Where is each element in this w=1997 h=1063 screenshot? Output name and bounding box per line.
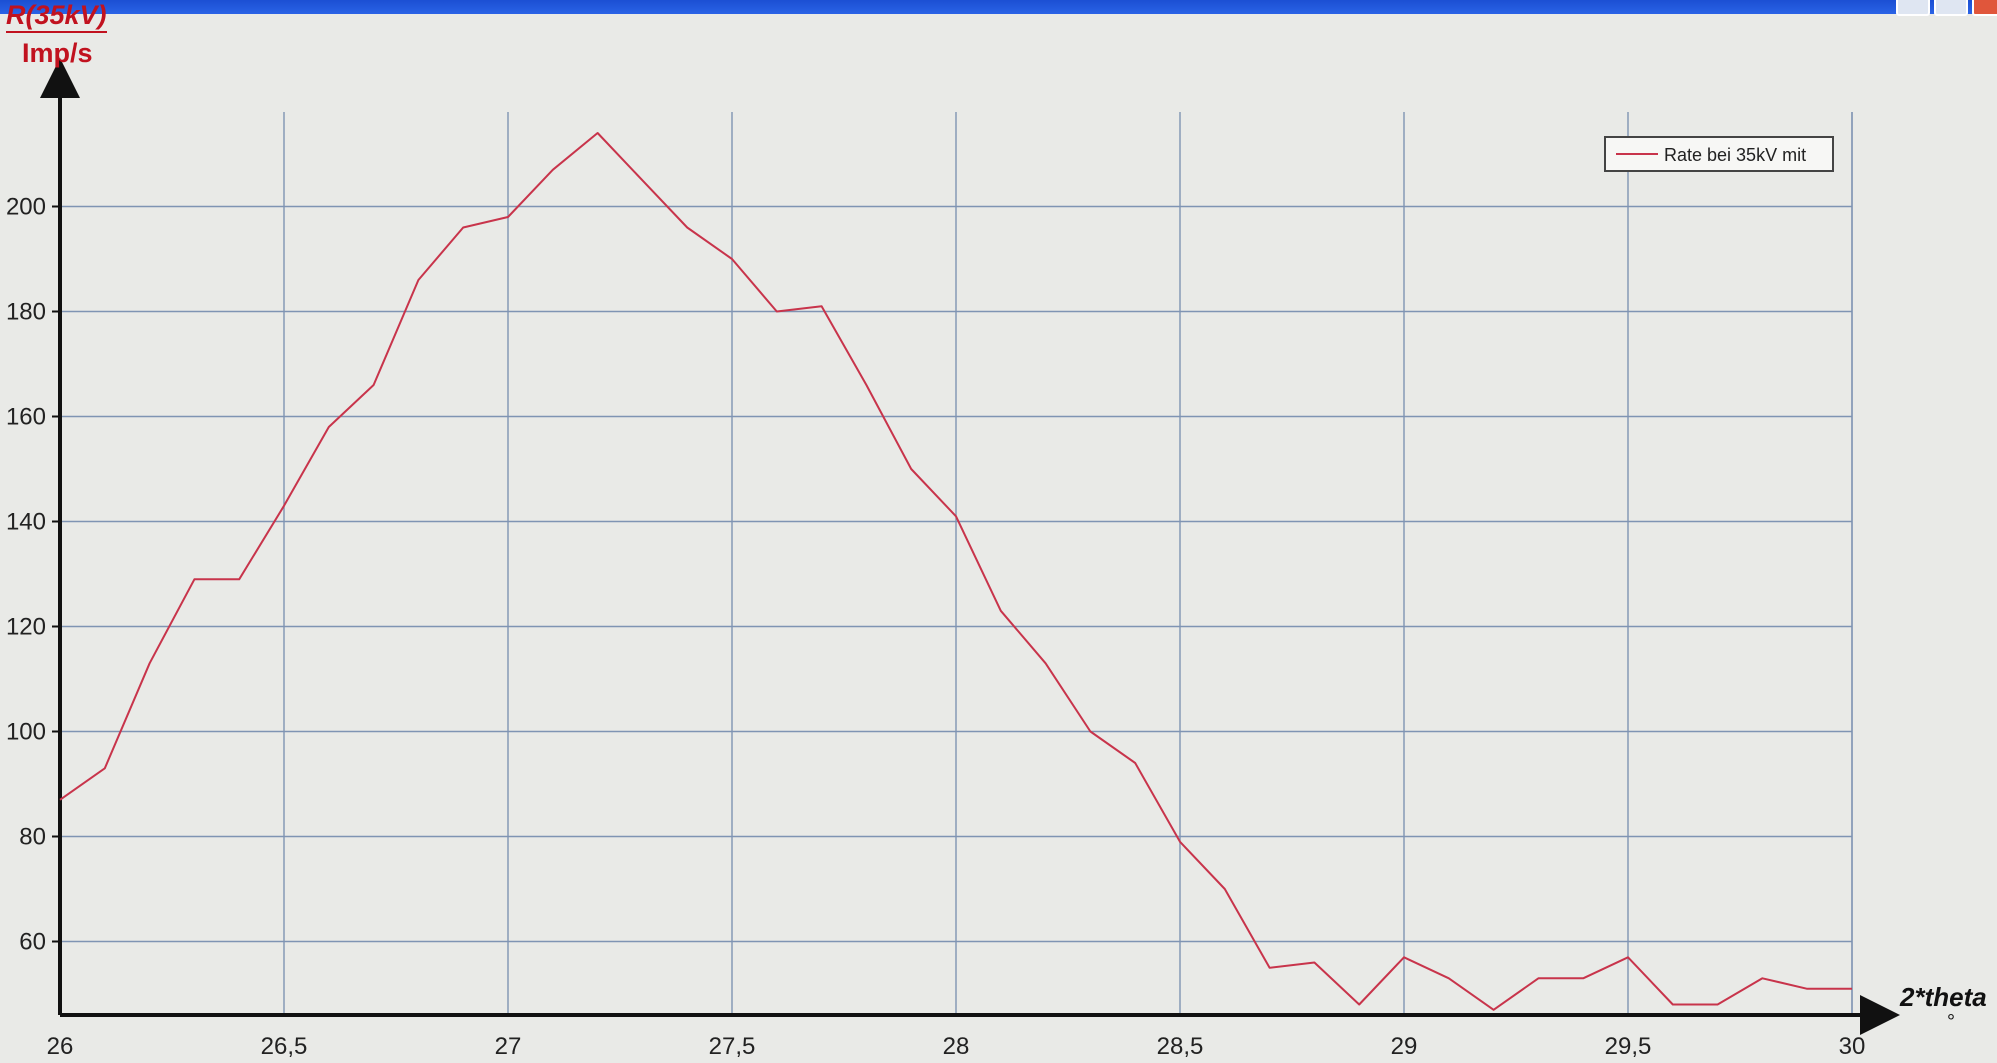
series-line bbox=[59, 132, 1852, 1011]
y-axis-label: R(35kV) bbox=[6, 2, 107, 33]
y-tick-label: 100 bbox=[6, 719, 46, 746]
grid-lines bbox=[60, 112, 1853, 1015]
x-axis-label: 2*theta bbox=[1900, 982, 1987, 1012]
y-tick-label: 160 bbox=[6, 404, 46, 431]
x-tick-label: 27,5 bbox=[709, 1033, 756, 1060]
legend-swatch bbox=[1616, 153, 1658, 155]
x-tick-label: 30 bbox=[1839, 1033, 1866, 1060]
y-axis-unit: Imp/s bbox=[22, 38, 93, 68]
legend: Rate bei 35kV mit bbox=[1604, 136, 1834, 172]
x-tick-label: 26 bbox=[47, 1033, 74, 1060]
series-group bbox=[59, 132, 1852, 1011]
y-tick-label: 180 bbox=[6, 299, 46, 326]
x-tick-label: 28 bbox=[943, 1033, 970, 1060]
legend-entry-label: Rate bei 35kV mit bbox=[1664, 145, 1807, 165]
maximize-button[interactable] bbox=[1934, 0, 1968, 16]
y-tick-label: 120 bbox=[6, 614, 46, 641]
y-tick-label: 80 bbox=[19, 824, 46, 851]
window-title-bar bbox=[0, 0, 1997, 16]
x-tick-label: 28,5 bbox=[1157, 1033, 1204, 1060]
y-tick-label: 140 bbox=[6, 509, 46, 536]
y-tick-label: 200 bbox=[6, 194, 46, 221]
axes bbox=[40, 58, 1900, 1035]
y-tick-label: 60 bbox=[19, 929, 46, 956]
x-tick-label: 29,5 bbox=[1605, 1033, 1652, 1060]
minimize-button[interactable] bbox=[1896, 0, 1930, 16]
close-button[interactable] bbox=[1972, 0, 1997, 16]
x-tick-label: 29 bbox=[1391, 1033, 1418, 1060]
x-tick-label: 26,5 bbox=[261, 1033, 308, 1060]
x-axis-unit: ° bbox=[1947, 1011, 1955, 1033]
x-tick-label: 27 bbox=[495, 1033, 522, 1060]
tick-labels: 26 26,5 27 27,5 28 28,5 29 29,5 30 60 80 100 120 140 1… bbox=[6, 194, 1865, 1061]
